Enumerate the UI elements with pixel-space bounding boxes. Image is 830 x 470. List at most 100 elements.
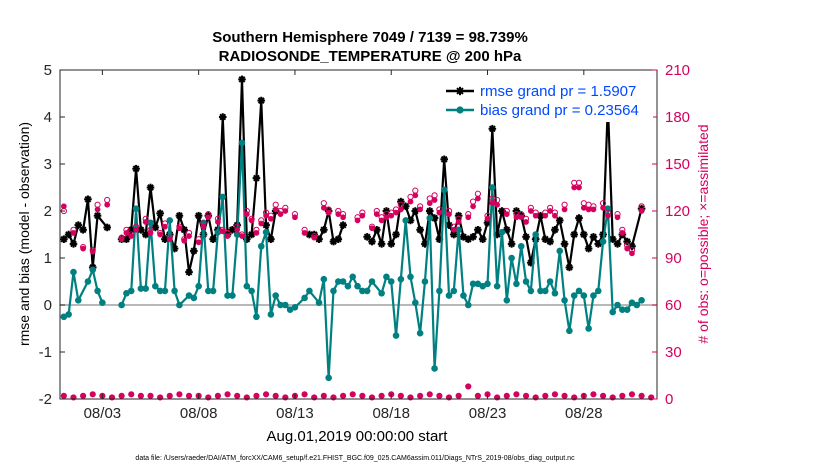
obs-assimilated-point [629,250,635,257]
rmse-point [363,233,371,241]
legend-box [439,78,653,122]
bias-point [84,278,92,285]
bias-point [214,228,222,236]
bias-point [277,301,284,309]
obs-assimilated-point [465,214,472,221]
rmse-point [565,263,574,272]
bias-point [508,254,515,262]
obs-assimilated-point [215,219,221,225]
bias-point [440,186,448,194]
obs-low-point [311,394,318,401]
bias-point [407,273,414,281]
bias-point [334,278,342,285]
legend-rmse-marker [455,86,465,96]
obs-assimilated-point [561,206,568,213]
obs-assimilated-point [431,197,438,203]
bias-point [503,297,511,304]
rmse-point [507,240,516,248]
bias-point [402,217,409,224]
obs-assimilated-point [436,209,443,216]
bias-point [315,299,323,306]
rmse-point [84,195,92,204]
y-left-tick-label: 4 [44,109,52,126]
obs-low-point [494,394,501,401]
bias-point [267,311,275,318]
x-tick-label: 08/18 [372,405,410,422]
obs-assimilated-point [359,212,366,219]
obs-low-assim-point [398,393,404,399]
bias-point [137,285,145,292]
obs-low-assim-point [340,393,346,399]
obs-low-assim-point [436,393,442,399]
bias-point [238,139,246,147]
obs-assimilated-point [224,233,231,239]
obs-low-point [108,394,116,401]
legend-bias-marker [456,106,464,114]
obs-assimilated-point [142,219,149,225]
obs-low-point [272,392,279,399]
y-right-tick-label: 30 [665,344,682,361]
obs-low-point [214,392,222,399]
obs-assimilated-point [123,230,130,236]
bias-point [436,287,443,295]
bias-point [383,273,390,281]
bias-point [623,306,631,314]
bias-point [127,287,135,295]
obs-low-point [89,391,96,398]
y-left-tick-label: 5 [44,62,52,79]
obs-assimilated-point [470,203,476,210]
x-tick-label: 08/28 [565,405,603,422]
bias-point [614,301,621,309]
rmse-point [584,244,593,253]
obs-assimilated-point [268,216,274,222]
obs-low-point [542,392,549,399]
rmse-point [392,230,400,239]
obs-assimilated-point [571,184,577,191]
obs-assimilated-point [200,223,207,230]
bias-point [176,301,183,309]
legend-bias-label: bias grand pr = 0.23564 [480,102,639,119]
bias-point [546,278,554,285]
bias-point [609,308,617,316]
bias-point [190,294,198,302]
obs-assimilated-point [412,192,419,199]
bias-point [455,226,462,234]
bias-point [65,311,72,318]
obs-assimilated-point [195,239,202,246]
bias-point [542,287,549,295]
obs-low-assim-point [619,393,625,399]
rmse-point [575,214,583,222]
obs-low-assim-point [80,393,86,399]
bias-point [233,231,241,238]
obs-assimilated-point [494,201,500,208]
legend: rmse grand pr = 1.5907 bias grand pr = 0… [439,78,653,122]
rmse-point [551,226,559,234]
rmse-point [488,124,497,133]
obs-low-point [80,392,87,399]
obs-low-point [253,392,260,399]
obs-assimilated-point [378,217,385,224]
obs-assimilated-point [118,236,125,242]
rmse-point [146,183,155,192]
rmse-point [560,240,569,248]
rmse-point [151,223,160,232]
obs-assimilated-point [503,211,510,217]
bias-point [580,292,588,299]
bias-point [301,294,308,302]
obs-assimilated-point [253,230,260,236]
bias-point [132,205,140,212]
x-tick-label: 08/13 [276,405,314,422]
rmse-point [450,230,458,239]
obs-assimilated-point [523,219,529,225]
bias-point [152,282,159,290]
x-axis: 08/03 08/08 08/13 08/18 08/23 08/28 [84,70,603,422]
obs-assimilated-point [455,219,462,225]
obs-low-point [465,383,472,390]
y-left-tick-label: -1 [39,344,52,361]
rmse-point [430,214,439,222]
obs-assimilated-point [576,184,582,191]
rmse-point [320,226,328,234]
rmse-point [474,226,482,234]
bias-point [387,278,395,285]
bias-point [306,287,313,295]
